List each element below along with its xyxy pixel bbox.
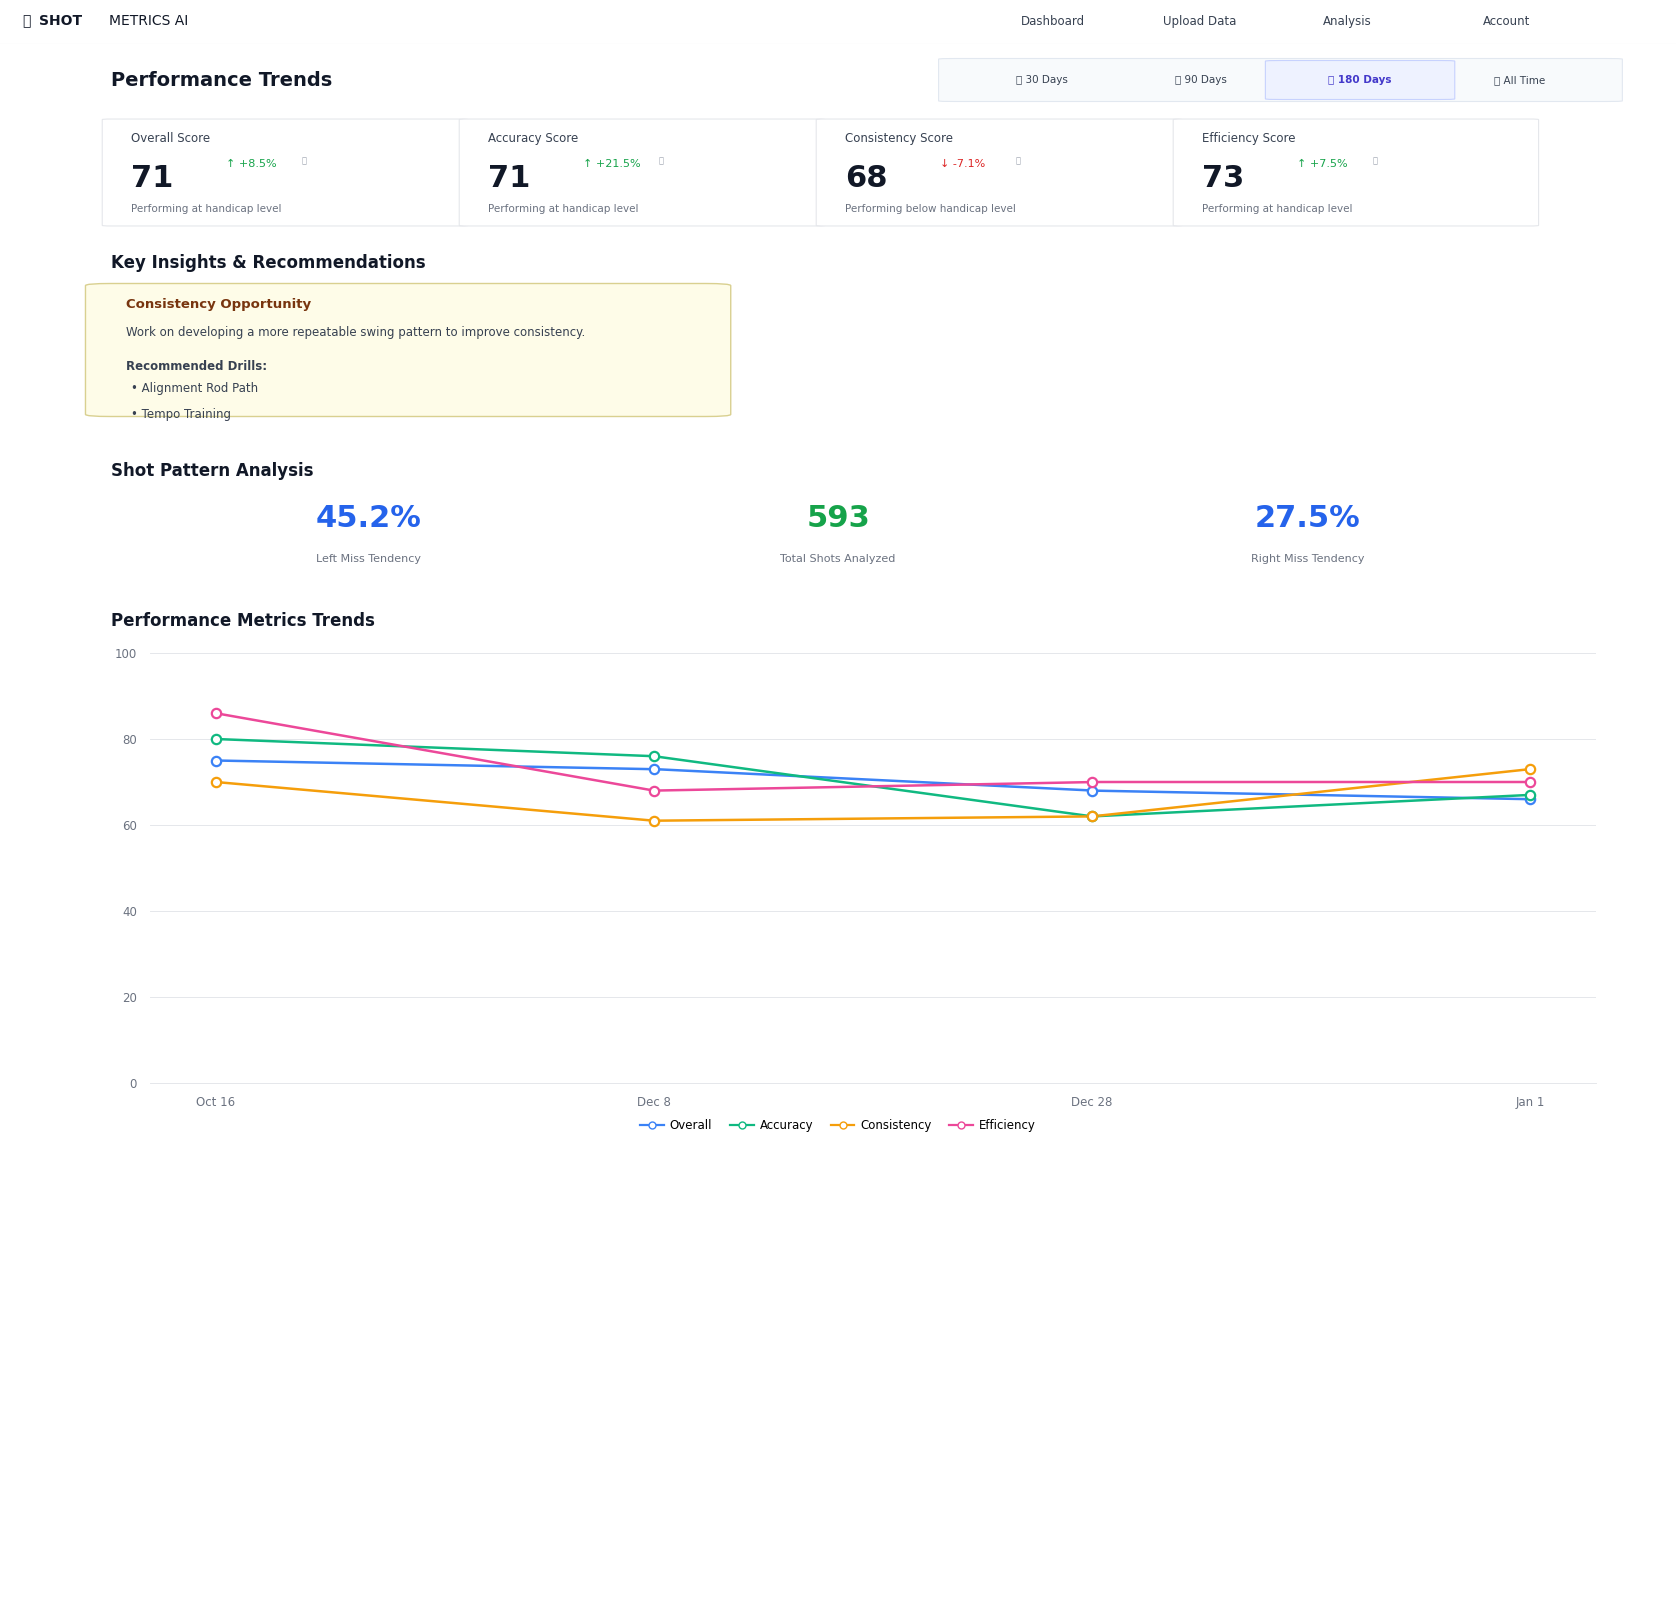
Text: ⓘ: ⓘ xyxy=(659,156,664,165)
Text: Work on developing a more repeatable swing pattern to improve consistency.: Work on developing a more repeatable swi… xyxy=(126,326,585,339)
Text: Accuracy Score: Accuracy Score xyxy=(488,133,578,146)
Point xyxy=(1079,803,1106,829)
Legend: Overall, Accuracy, Consistency, Efficiency: Overall, Accuracy, Consistency, Efficien… xyxy=(635,1114,1041,1137)
Point xyxy=(203,769,230,795)
Point xyxy=(1517,769,1544,795)
Text: ⓘ: ⓘ xyxy=(302,156,307,165)
Text: 📅 90 Days: 📅 90 Days xyxy=(1175,75,1227,84)
Point xyxy=(640,756,667,782)
Text: ⓘ: ⓘ xyxy=(1373,156,1378,165)
Text: ↑ +8.5%: ↑ +8.5% xyxy=(226,159,277,169)
FancyBboxPatch shape xyxy=(939,58,1622,102)
Text: ↓ -7.1%: ↓ -7.1% xyxy=(940,159,985,169)
FancyBboxPatch shape xyxy=(459,118,825,225)
Text: 📅 30 Days: 📅 30 Days xyxy=(1016,75,1068,84)
Text: 593: 593 xyxy=(806,504,870,534)
Text: Total Shots Analyzed: Total Shots Analyzed xyxy=(781,555,895,564)
Text: Performance Metrics Trends: Performance Metrics Trends xyxy=(111,611,374,629)
Point xyxy=(1517,756,1544,782)
FancyBboxPatch shape xyxy=(1265,60,1455,99)
Point xyxy=(1517,787,1544,813)
Text: 71: 71 xyxy=(488,164,530,193)
Text: Efficiency Score: Efficiency Score xyxy=(1202,133,1296,146)
Point xyxy=(1517,782,1544,808)
Point xyxy=(203,748,230,774)
Text: SHOT: SHOT xyxy=(39,15,82,28)
Text: METRICS AI: METRICS AI xyxy=(109,15,188,28)
Text: Upload Data: Upload Data xyxy=(1163,15,1237,28)
Text: Performing below handicap level: Performing below handicap level xyxy=(845,204,1016,214)
Text: Performing at handicap level: Performing at handicap level xyxy=(131,204,282,214)
Text: ↑ +21.5%: ↑ +21.5% xyxy=(583,159,640,169)
Point xyxy=(640,743,667,769)
Text: Recommended Drills:: Recommended Drills: xyxy=(126,360,266,373)
Point xyxy=(1079,777,1106,803)
FancyBboxPatch shape xyxy=(816,118,1182,225)
Text: Analysis: Analysis xyxy=(1322,15,1373,28)
FancyBboxPatch shape xyxy=(102,118,468,225)
Text: 71: 71 xyxy=(131,164,173,193)
Text: Consistency Opportunity: Consistency Opportunity xyxy=(126,298,310,311)
Text: ⓘ: ⓘ xyxy=(1016,156,1021,165)
Point xyxy=(640,808,667,834)
Text: ↑ +7.5%: ↑ +7.5% xyxy=(1297,159,1348,169)
Point xyxy=(203,727,230,753)
Text: Left Miss Tendency: Left Miss Tendency xyxy=(317,555,421,564)
Text: Consistency Score: Consistency Score xyxy=(845,133,952,146)
Text: Performing at handicap level: Performing at handicap level xyxy=(1202,204,1353,214)
Text: 📅 All Time: 📅 All Time xyxy=(1493,75,1545,84)
FancyBboxPatch shape xyxy=(1173,118,1539,225)
Text: ⛳: ⛳ xyxy=(23,15,37,28)
Text: Performing at handicap level: Performing at handicap level xyxy=(488,204,639,214)
Text: 27.5%: 27.5% xyxy=(1254,504,1361,534)
Text: Shot Pattern Analysis: Shot Pattern Analysis xyxy=(111,462,313,480)
Point xyxy=(640,777,667,803)
Text: 68: 68 xyxy=(845,164,887,193)
Text: Overall Score: Overall Score xyxy=(131,133,210,146)
Text: 73: 73 xyxy=(1202,164,1244,193)
Text: • Tempo Training: • Tempo Training xyxy=(131,409,231,422)
Text: Key Insights & Recommendations: Key Insights & Recommendations xyxy=(111,255,426,272)
Text: 📅 180 Days: 📅 180 Days xyxy=(1329,75,1391,84)
Point xyxy=(1079,803,1106,829)
FancyBboxPatch shape xyxy=(85,284,731,417)
Text: Right Miss Tendency: Right Miss Tendency xyxy=(1250,555,1364,564)
Text: Dashboard: Dashboard xyxy=(1021,15,1084,28)
Text: 45.2%: 45.2% xyxy=(315,504,422,534)
Text: Performance Trends: Performance Trends xyxy=(111,70,332,89)
Text: Account: Account xyxy=(1483,15,1530,28)
Point xyxy=(203,701,230,727)
Text: • Alignment Rod Path: • Alignment Rod Path xyxy=(131,383,258,396)
Point xyxy=(1079,769,1106,795)
